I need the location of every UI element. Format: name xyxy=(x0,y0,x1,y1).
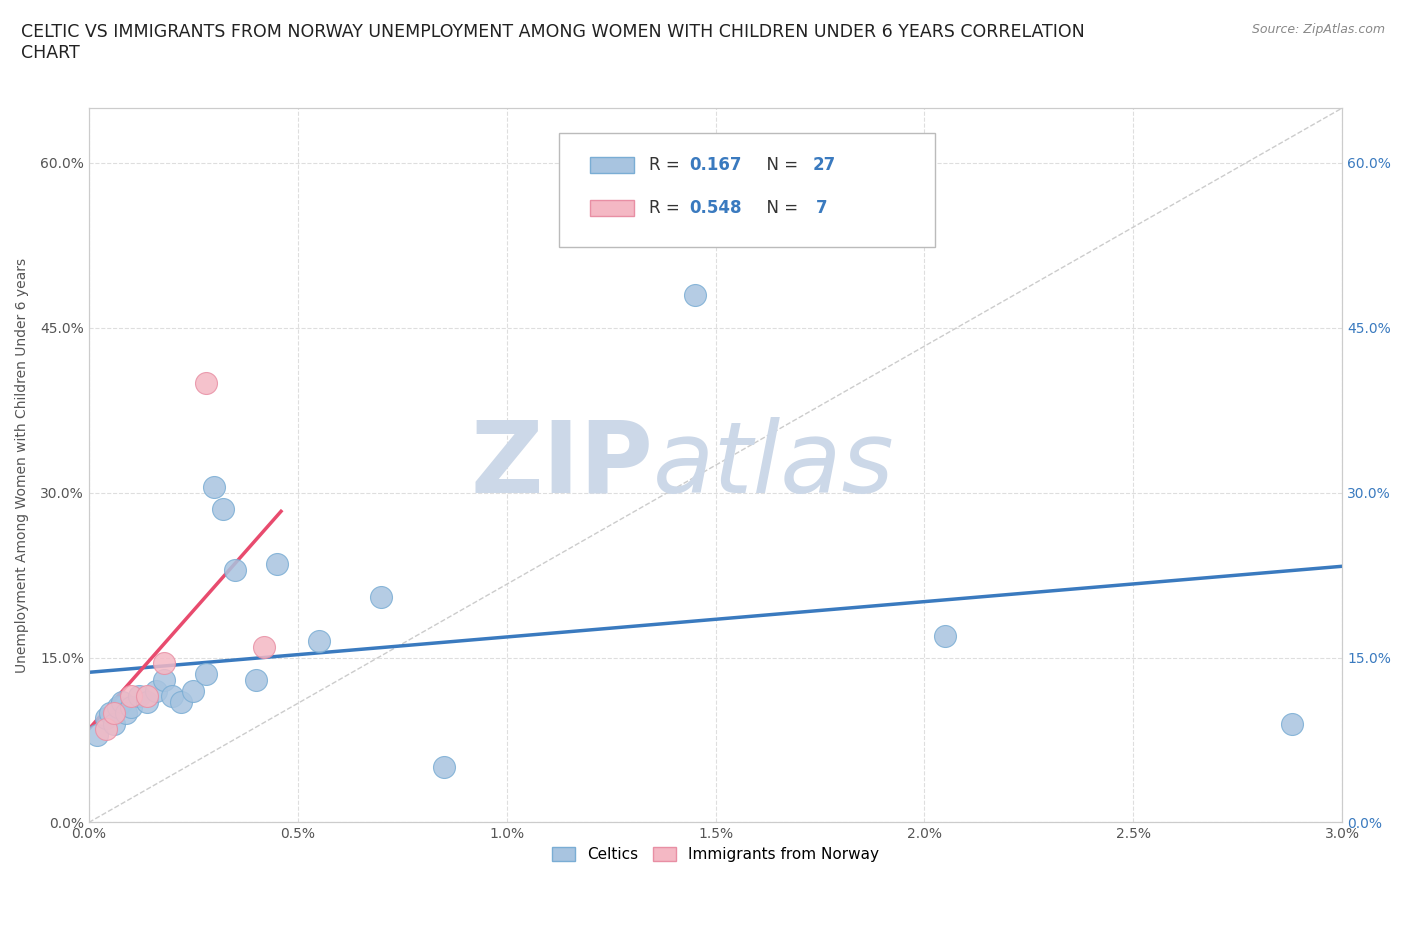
Point xyxy=(86,727,108,742)
FancyBboxPatch shape xyxy=(591,157,634,173)
Point xyxy=(115,705,138,720)
Point xyxy=(153,656,176,671)
Point xyxy=(120,699,142,714)
Text: CELTIC VS IMMIGRANTS FROM NORWAY UNEMPLOYMENT AMONG WOMEN WITH CHILDREN UNDER 6 : CELTIC VS IMMIGRANTS FROM NORWAY UNEMPLO… xyxy=(21,23,1085,62)
Point xyxy=(145,684,167,698)
Point xyxy=(120,688,142,703)
Text: ZIP: ZIP xyxy=(470,417,652,513)
Point xyxy=(94,722,117,737)
Text: 0.548: 0.548 xyxy=(689,199,742,217)
Point xyxy=(181,684,204,698)
Point xyxy=(136,694,159,709)
Point xyxy=(433,760,456,775)
Text: Source: ZipAtlas.com: Source: ZipAtlas.com xyxy=(1251,23,1385,36)
Text: 0.167: 0.167 xyxy=(689,156,742,174)
Text: 27: 27 xyxy=(813,156,835,174)
Point xyxy=(202,480,225,495)
Point xyxy=(211,502,233,517)
Point xyxy=(107,699,129,714)
Legend: Celtics, Immigrants from Norway: Celtics, Immigrants from Norway xyxy=(546,841,886,869)
Point xyxy=(128,688,150,703)
FancyBboxPatch shape xyxy=(558,133,935,247)
Point xyxy=(162,688,184,703)
Point xyxy=(683,287,706,302)
Point xyxy=(308,633,330,648)
Point xyxy=(194,376,217,391)
Y-axis label: Unemployment Among Women with Children Under 6 years: Unemployment Among Women with Children U… xyxy=(15,258,30,672)
Point xyxy=(1281,716,1303,731)
Text: 7: 7 xyxy=(815,199,828,217)
Point xyxy=(111,694,134,709)
Point xyxy=(224,563,246,578)
FancyBboxPatch shape xyxy=(591,200,634,216)
Point xyxy=(194,667,217,682)
Text: atlas: atlas xyxy=(652,417,894,513)
Point xyxy=(170,694,193,709)
Point xyxy=(94,711,117,725)
Text: N =: N = xyxy=(756,156,803,174)
Point xyxy=(103,705,125,720)
Point xyxy=(98,705,121,720)
Point xyxy=(934,628,956,643)
Point xyxy=(136,688,159,703)
Point xyxy=(103,716,125,731)
Text: N =: N = xyxy=(756,199,803,217)
Text: R =: R = xyxy=(650,199,685,217)
Text: R =: R = xyxy=(650,156,685,174)
Point xyxy=(153,672,176,687)
Point xyxy=(245,672,267,687)
Point xyxy=(266,557,288,572)
Point xyxy=(253,639,276,654)
Point xyxy=(370,590,392,604)
